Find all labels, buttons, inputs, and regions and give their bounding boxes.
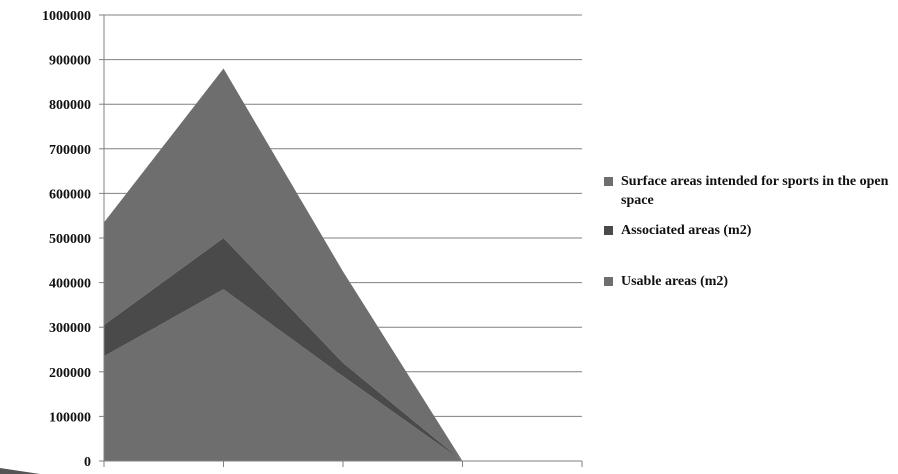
y-tick-label: 600000 <box>49 187 91 202</box>
y-tick-label: 300000 <box>49 321 91 336</box>
legend-item-sports-surface: Surface areas intended for sports in the… <box>604 172 898 210</box>
y-tick-label: 400000 <box>49 277 91 292</box>
y-tick-label: 0 <box>84 455 91 470</box>
y-axis-ticks: 0 100000 200000 300000 400000 500000 600000 700… <box>42 9 104 470</box>
y-tick-label: 700000 <box>49 143 91 158</box>
legend-label-usable-areas: Usable areas (m2) <box>621 274 729 289</box>
y-tick-label: 900000 <box>49 54 91 69</box>
corner-arrow-shape <box>0 468 40 474</box>
y-tick-label: 200000 <box>49 366 91 381</box>
legend-swatch-usable-areas <box>604 277 613 286</box>
area-series <box>104 68 463 462</box>
area-series-2 <box>104 68 463 462</box>
legend-swatch-sports-surface <box>604 177 613 186</box>
legend-label-sports-surface: Surface areas intended for sports in the… <box>621 174 889 208</box>
y-tick-label: 1000000 <box>42 9 91 24</box>
legend-item-usable-areas: Usable areas (m2) <box>604 272 898 291</box>
legend-label-associated-areas: Associated areas (m2) <box>621 223 752 238</box>
y-tick-label: 800000 <box>49 98 91 113</box>
legend-swatch-associated-areas <box>604 226 613 235</box>
legend-item-associated-areas: Associated areas (m2) <box>604 221 898 240</box>
area-series-0 <box>104 289 463 461</box>
y-tick-label: 500000 <box>49 232 91 247</box>
y-tick-label: 100000 <box>49 410 91 425</box>
area-series-1 <box>104 238 463 461</box>
